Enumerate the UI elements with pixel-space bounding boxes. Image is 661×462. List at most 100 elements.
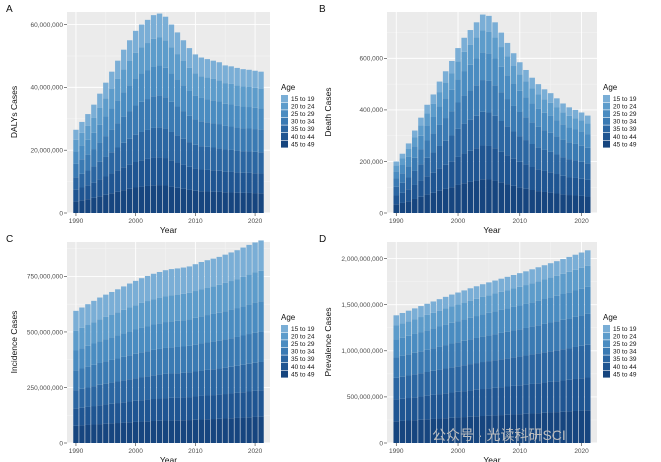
bar-segment-30-to-34-2009 bbox=[510, 330, 517, 358]
bar-segment-40-to-44-1991 bbox=[399, 398, 406, 421]
bar-segment-20-to-24-2003 bbox=[473, 298, 480, 317]
y-tick-label: 0 bbox=[59, 210, 63, 217]
bar-segment-45-to-49-2016 bbox=[554, 193, 560, 213]
bar-segment-15-to-19-2014 bbox=[541, 265, 548, 280]
bar-segment-30-to-34-1997 bbox=[115, 358, 121, 382]
bar-segment-35-to-39-2014 bbox=[541, 352, 548, 383]
bar-segment-20-to-24-2018 bbox=[566, 271, 572, 293]
bar-segment-35-to-39-2009 bbox=[186, 372, 193, 398]
bar-segment-20-to-24-2016 bbox=[554, 275, 560, 296]
bar-segment-20-to-24-2014 bbox=[541, 99, 548, 113]
bar-segment-25-to-29-2001 bbox=[461, 319, 467, 341]
bar-segment-45-to-49-1993 bbox=[412, 420, 418, 443]
bar-segment-30-to-34-2009 bbox=[186, 345, 193, 373]
bar-segment-15-to-19-1992 bbox=[405, 310, 412, 322]
bar-segment-45-to-49-2006 bbox=[492, 180, 498, 213]
bar-segment-25-to-29-2005 bbox=[486, 53, 492, 81]
bar-segment-35-to-39-1991 bbox=[79, 173, 85, 188]
bar-segment-30-to-34-2019 bbox=[246, 128, 252, 152]
bar-segment-45-to-49-2009 bbox=[186, 420, 193, 443]
bar-segment-45-to-49-2016 bbox=[228, 418, 234, 443]
bar-segment-40-to-44-2012 bbox=[529, 167, 535, 191]
bar-segment-25-to-29-1998 bbox=[442, 98, 449, 119]
bar-segment-45-to-49-2012 bbox=[529, 413, 535, 443]
bar-segment-25-to-29-2011 bbox=[523, 303, 529, 328]
bar-segment-30-to-34-2011 bbox=[198, 343, 205, 371]
bar-segment-40-to-44-2021 bbox=[258, 390, 264, 417]
bar-segment-20-to-24-2002 bbox=[144, 301, 151, 327]
bar-segment-45-to-49-2015 bbox=[222, 418, 228, 443]
bar-segment-30-to-34-2021 bbox=[584, 313, 591, 345]
bar-segment-30-to-34-1991 bbox=[79, 159, 85, 174]
bar-segment-35-to-39-1994 bbox=[418, 373, 424, 397]
x-axis-title: Year bbox=[160, 225, 177, 235]
bar-segment-30-to-34-2002 bbox=[144, 351, 151, 377]
bar-segment-15-to-19-2018 bbox=[566, 256, 572, 272]
bar-segment-35-to-39-1991 bbox=[399, 182, 406, 193]
bar-segment-35-to-39-2019 bbox=[246, 363, 252, 392]
bar-segment-20-to-24-2005 bbox=[162, 40, 169, 68]
bar-segment-45-to-49-2020 bbox=[578, 195, 585, 213]
bar-segment-35-to-39-1992 bbox=[405, 375, 412, 399]
bar-segment-20-to-24-1994 bbox=[418, 125, 424, 136]
bar-segment-40-to-44-2004 bbox=[479, 145, 486, 180]
bar-segment-30-to-34-2018 bbox=[240, 128, 246, 152]
bar-segment-30-to-34-1998 bbox=[121, 356, 127, 381]
bar-segment-15-to-19-2001 bbox=[138, 278, 145, 303]
legend-title: Age bbox=[603, 313, 618, 322]
bar-segment-15-to-19-1997 bbox=[436, 81, 443, 93]
bar-segment-35-to-39-2006 bbox=[492, 360, 498, 388]
bar-segment-30-to-34-2010 bbox=[517, 111, 523, 137]
bar-segment-15-to-19-2009 bbox=[186, 266, 193, 293]
bar-segment-25-to-29-2002 bbox=[144, 326, 151, 352]
bar-segment-40-to-44-1994 bbox=[418, 180, 424, 197]
bar-segment-30-to-34-2012 bbox=[204, 122, 210, 147]
bar-segment-40-to-44-2003 bbox=[473, 389, 480, 417]
bar-segment-35-to-39-1995 bbox=[103, 156, 109, 177]
bar-segment-30-to-34-1990 bbox=[393, 178, 400, 187]
legend-swatch bbox=[603, 102, 610, 110]
bar-segment-45-to-49-2003 bbox=[473, 180, 480, 213]
bar-segment-30-to-34-2002 bbox=[144, 99, 151, 130]
bar-segment-40-to-44-2013 bbox=[210, 395, 216, 420]
y-axis-title: Incidence Cases bbox=[9, 311, 19, 374]
bar-segment-35-to-39-1996 bbox=[430, 152, 437, 173]
legend-label: 25 to 29 bbox=[291, 341, 315, 348]
bar-segment-45-to-49-2006 bbox=[492, 415, 498, 443]
legend-swatch bbox=[281, 95, 288, 102]
bar-segment-40-to-44-2020 bbox=[252, 173, 258, 194]
bar-segment-35-to-39-2017 bbox=[234, 150, 240, 173]
bar-segment-25-to-29-1998 bbox=[442, 324, 449, 346]
y-tick-label: 20,000,000 bbox=[30, 147, 63, 154]
bar-segment-40-to-44-1997 bbox=[436, 394, 443, 419]
bar-segment-25-to-29-2012 bbox=[529, 103, 535, 123]
legend-label: 20 to 24 bbox=[613, 333, 637, 340]
x-tick-label: 2020 bbox=[248, 448, 263, 455]
bar-segment-30-to-34-2015 bbox=[222, 339, 228, 368]
bar-segment-25-to-29-2000 bbox=[132, 78, 139, 106]
bar-segment-20-to-24-2004 bbox=[479, 296, 486, 315]
bar-segment-40-to-44-2017 bbox=[560, 380, 566, 412]
bar-segment-30-to-34-2015 bbox=[547, 132, 554, 152]
bar-segment-45-to-49-1997 bbox=[115, 423, 121, 443]
bar-segment-25-to-29-2018 bbox=[566, 127, 572, 143]
bar-segment-45-to-49-2019 bbox=[246, 417, 252, 443]
bar-segment-35-to-39-2016 bbox=[554, 350, 560, 382]
bar-segment-35-to-39-2009 bbox=[510, 357, 517, 386]
bar-segment-15-to-19-2011 bbox=[523, 271, 529, 286]
bar-segment-30-to-34-1999 bbox=[127, 111, 133, 139]
bar-segment-35-to-39-1997 bbox=[115, 381, 121, 404]
bar-segment-25-to-29-2012 bbox=[204, 99, 210, 123]
bar-segment-40-to-44-2009 bbox=[510, 158, 517, 186]
bar-segment-45-to-49-2012 bbox=[204, 419, 210, 443]
bar-segment-15-to-19-2004 bbox=[479, 284, 486, 297]
bar-segment-15-to-19-2003 bbox=[473, 286, 480, 299]
bar-segment-40-to-44-2014 bbox=[541, 382, 548, 413]
bar-segment-35-to-39-2007 bbox=[174, 373, 181, 398]
bar-segment-40-to-44-2000 bbox=[132, 400, 139, 422]
bar-segment-45-to-49-1995 bbox=[103, 194, 109, 213]
bar-segment-25-to-29-2021 bbox=[258, 108, 264, 130]
bar-segment-35-to-39-2001 bbox=[138, 131, 145, 161]
bar-segment-35-to-39-2006 bbox=[492, 115, 498, 149]
